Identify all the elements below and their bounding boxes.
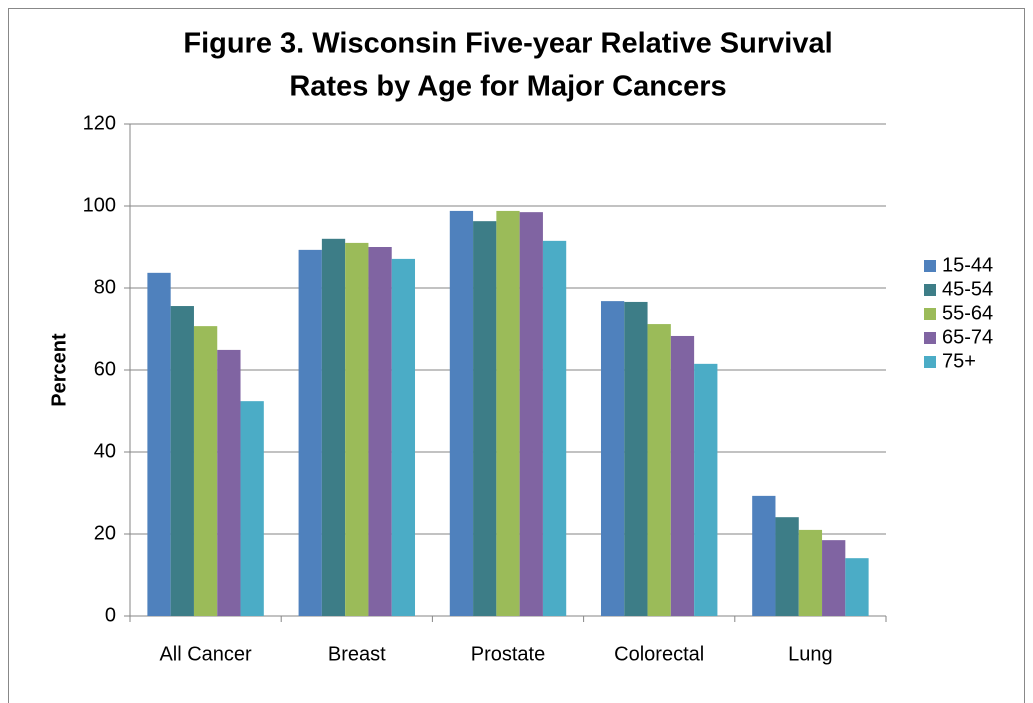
legend-swatch <box>924 308 936 320</box>
chart-title: Figure 3. Wisconsin Five-year Relative S… <box>183 28 832 60</box>
y-tick-label: 60 <box>94 358 116 380</box>
bar <box>368 247 392 616</box>
legend-label: 45-54 <box>942 278 993 300</box>
bar <box>240 401 264 616</box>
y-tick-label: 0 <box>105 604 116 626</box>
y-tick-label: 20 <box>94 522 116 544</box>
y-tick-label: 40 <box>94 440 116 462</box>
bar <box>345 242 369 616</box>
x-tick-label: Prostate <box>471 643 545 665</box>
legend-swatch <box>924 260 936 272</box>
bar <box>752 495 776 616</box>
x-tick-label: All Cancer <box>159 643 252 665</box>
legend-label: 15-44 <box>942 254 993 276</box>
bar <box>542 240 567 616</box>
bar <box>496 210 520 617</box>
y-axis-label: Percent <box>48 333 70 407</box>
bar <box>670 335 695 616</box>
bar <box>298 249 322 616</box>
bar <box>519 212 543 616</box>
legend-swatch <box>924 284 936 296</box>
bar <box>321 238 346 617</box>
bar <box>473 221 497 617</box>
legend-label: 75+ <box>942 350 976 372</box>
bar <box>170 306 194 616</box>
legend-label: 65-74 <box>942 326 993 348</box>
legend-swatch <box>924 356 936 368</box>
bar <box>449 210 474 617</box>
bar <box>624 301 648 616</box>
y-tick-label: 120 <box>83 112 116 134</box>
bar <box>147 272 171 616</box>
x-tick-label: Colorectal <box>614 643 704 665</box>
chart-subtitle: Rates by Age for Major Cancers <box>289 71 726 103</box>
x-tick-label: Breast <box>328 643 386 665</box>
bar <box>600 301 625 616</box>
bar <box>822 540 846 616</box>
bar <box>391 258 416 616</box>
bar <box>647 324 671 616</box>
y-tick-label: 100 <box>83 194 116 216</box>
bar <box>694 363 718 616</box>
bar <box>217 349 241 616</box>
y-tick-label: 80 <box>94 276 116 298</box>
legend-label: 55-64 <box>942 302 993 324</box>
bar <box>775 517 799 616</box>
bar <box>193 326 218 616</box>
legend-swatch <box>924 332 936 344</box>
bar <box>798 529 823 616</box>
bar <box>845 558 869 616</box>
x-tick-label: Lung <box>788 643 833 665</box>
